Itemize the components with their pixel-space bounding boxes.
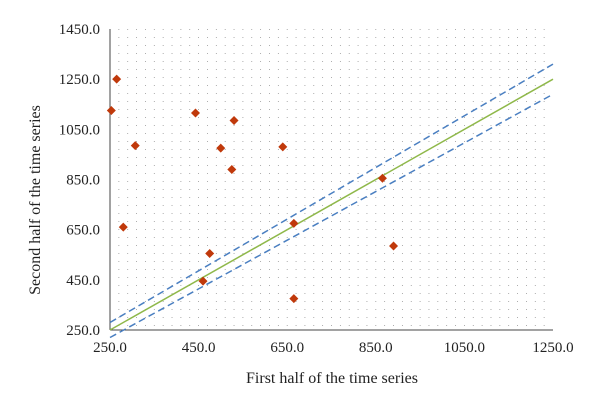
y-tick-label: 1050.0: [59, 122, 100, 138]
data-point: [229, 116, 239, 126]
equality-line: [109, 78, 554, 331]
data-point: [118, 222, 128, 232]
x-tick-labels: 250.0 450.0 650.0 850.0 1050.0 1250.0: [93, 340, 574, 356]
x-tick-label: 1250.0: [532, 340, 573, 356]
data-point: [278, 142, 288, 152]
axes: [109, 29, 553, 331]
reference-lines: [109, 63, 554, 339]
data-point: [377, 173, 387, 183]
data-points: [106, 74, 399, 304]
data-point: [112, 74, 122, 84]
y-tick-label: 650.0: [66, 223, 100, 239]
data-point: [216, 143, 226, 153]
data-point: [389, 241, 399, 251]
data-point: [205, 248, 215, 258]
y-axis-label: Second half of the time series: [27, 105, 44, 295]
x-tick-label: 650.0: [270, 340, 304, 356]
y-tick-label: 850.0: [66, 173, 100, 189]
y-tick-labels: 250.0 450.0 650.0 850.0 1050.0 1250.0 1450.0: [59, 22, 100, 339]
data-point: [289, 294, 299, 304]
data-point: [227, 164, 237, 174]
x-tick-label: 250.0: [93, 340, 127, 356]
y-tick-label: 1450.0: [59, 22, 100, 38]
x-axis-label: First half of the time series: [246, 370, 418, 387]
y-tick-label: 450.0: [66, 273, 100, 289]
y-tick-label: 1250.0: [59, 72, 100, 88]
data-point: [198, 276, 208, 286]
grid-dots: [118, 29, 545, 330]
y-tick-label: 250.0: [66, 323, 100, 339]
data-point: [106, 106, 116, 116]
data-point: [130, 141, 140, 151]
x-tick-label: 850.0: [359, 340, 393, 356]
data-point: [289, 218, 299, 228]
x-tick-label: 1050.0: [444, 340, 485, 356]
confidence-line: [109, 93, 554, 339]
x-tick-label: 450.0: [182, 340, 216, 356]
data-point: [190, 108, 200, 118]
confidence-line: [109, 63, 554, 324]
